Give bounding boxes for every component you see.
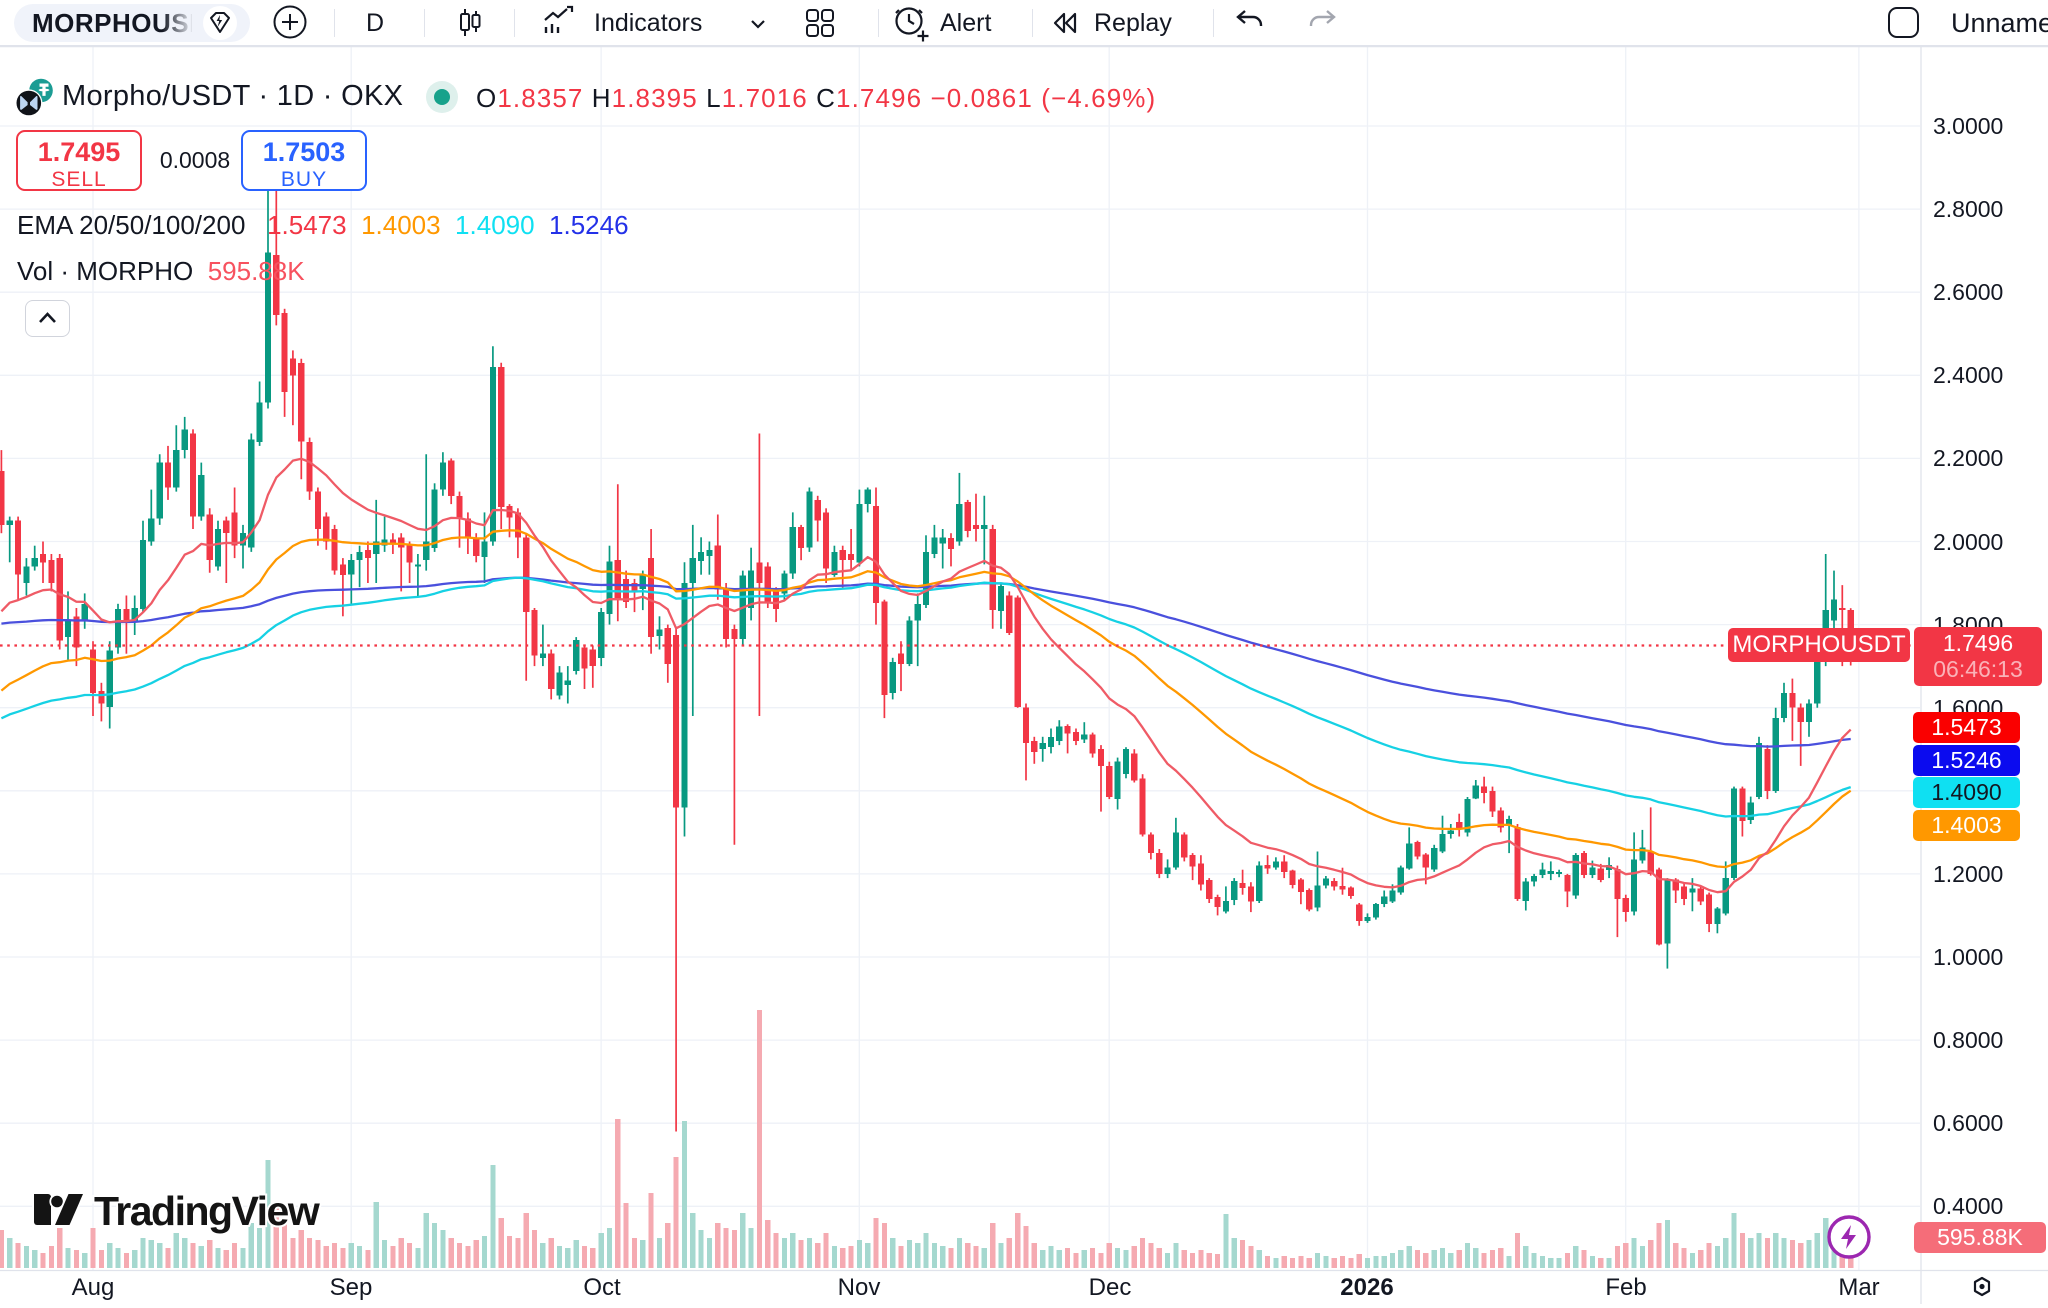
svg-text:TradingView: TradingView	[94, 1188, 320, 1234]
